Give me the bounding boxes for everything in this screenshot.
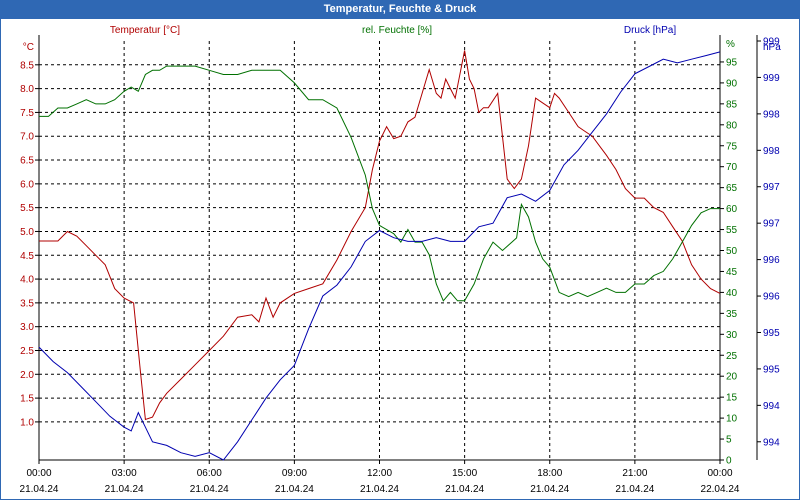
humidity-tick-label: 20: [726, 372, 738, 383]
temperature-tick-label: 3.0: [20, 322, 34, 333]
temperature-tick-label: 2.5: [20, 346, 34, 357]
humidity-tick-label: 0: [726, 456, 732, 467]
humidity-series-label: rel. Feuchte [%]: [362, 25, 432, 36]
humidity-line: [39, 65, 720, 302]
humidity-tick-label: 70: [726, 162, 738, 173]
x-tick-time: 12:00: [367, 468, 392, 479]
temperature-tick-label: 1.0: [20, 417, 34, 428]
pressure-series-label: Druck [hPa]: [624, 25, 676, 36]
humidity-tick-label: 85: [726, 99, 738, 110]
x-tick-date: 21.04.24: [105, 484, 144, 495]
humidity-tick-label: 40: [726, 288, 738, 299]
pressure-tick-label: 994: [763, 401, 780, 412]
x-tick-date: 21.04.24: [530, 484, 569, 495]
temperature-tick-label: 3.5: [20, 298, 34, 309]
humidity-tick-label: 55: [726, 225, 738, 236]
temperature-tick-label: 8.5: [20, 60, 34, 71]
x-tick-time: 09:00: [282, 468, 307, 479]
pressure-tick-label: 995: [763, 364, 780, 375]
pressure-line: [38, 51, 721, 461]
temperature-tick-label: 5.0: [20, 227, 34, 238]
x-tick-time: 18:00: [537, 468, 562, 479]
chart: 1.0 1.5 2.0 2.5 3.0 3.5 4.0 4.5 5.0 5.5 6.0 6.5 7.0 7…: [0, 18, 800, 500]
temperature-tick-label: 2.0: [20, 370, 34, 381]
humidity-tick-label: 95: [726, 57, 738, 68]
pressure-unit-label: hPa: [763, 42, 781, 53]
pressure-tick-label: 999: [763, 37, 780, 48]
humidity-tick-label: 25: [726, 351, 738, 362]
x-tick-time: 15:00: [452, 468, 477, 479]
humidity-tick-label: 45: [726, 267, 738, 278]
x-tick-date: 21.04.24: [615, 484, 654, 495]
humidity-tick-label: 35: [726, 309, 738, 320]
temperature-tick-label: 1.5: [20, 394, 34, 405]
x-tick-time: 03:00: [112, 468, 137, 479]
x-tick-time: 06:00: [197, 468, 222, 479]
x-tick-date: 21.04.24: [275, 484, 314, 495]
pressure-tick-label: 998: [763, 146, 780, 157]
temperature-tick-label: 5.5: [20, 203, 34, 214]
humidity-tick-label: 65: [726, 183, 738, 194]
x-tick-date: 21.04.24: [190, 484, 229, 495]
temperature-tick-label: 7.5: [20, 108, 34, 119]
humidity-tick-label: 15: [726, 393, 738, 404]
x-tick-date: 21.04.24: [445, 484, 484, 495]
temperature-tick-label: 8.0: [20, 84, 34, 95]
x-tick-date: 21.04.24: [20, 484, 59, 495]
pressure-tick-label: 999: [763, 73, 780, 84]
temperature-tick-label: 4.5: [20, 251, 34, 262]
humidity-tick-label: 90: [726, 78, 738, 89]
pressure-tick-label: 997: [763, 219, 780, 230]
x-tick-date: 21.04.24: [360, 484, 399, 495]
temperature-line: [39, 50, 721, 421]
humidity-tick-label: 30: [726, 330, 738, 341]
temperature-unit-label: °C: [23, 42, 34, 53]
pressure-tick-label: 994: [763, 437, 780, 448]
humidity-tick-label: 50: [726, 246, 738, 257]
pressure-tick-label: 996: [763, 292, 780, 303]
humidity-tick-label: 80: [726, 120, 738, 131]
temperature-series-label: Temperatur [°C]: [110, 25, 180, 36]
pressure-tick-label: 995: [763, 328, 780, 339]
temperature-tick-label: 4.0: [20, 275, 34, 286]
temperature-tick-label: 6.5: [20, 156, 34, 167]
pressure-tick-label: 998: [763, 109, 780, 120]
chart-border: [0, 18, 800, 500]
window-title: Temperatur, Feuchte & Druck: [0, 0, 800, 18]
humidity-tick-label: 60: [726, 204, 738, 215]
x-tick-time: 21:00: [622, 468, 647, 479]
x-tick-time: 00:00: [707, 468, 732, 479]
x-tick-time: 00:00: [26, 468, 51, 479]
humidity-unit-label: %: [726, 39, 735, 50]
pressure-tick-label: 996: [763, 255, 780, 266]
x-tick-date: 22.04.24: [701, 484, 740, 495]
temperature-tick-label: 7.0: [20, 132, 34, 143]
humidity-tick-label: 75: [726, 141, 738, 152]
pressure-tick-label: 997: [763, 182, 780, 193]
humidity-tick-label: 10: [726, 414, 738, 425]
humidity-tick-label: 5: [726, 435, 732, 446]
temperature-tick-label: 6.0: [20, 179, 34, 190]
